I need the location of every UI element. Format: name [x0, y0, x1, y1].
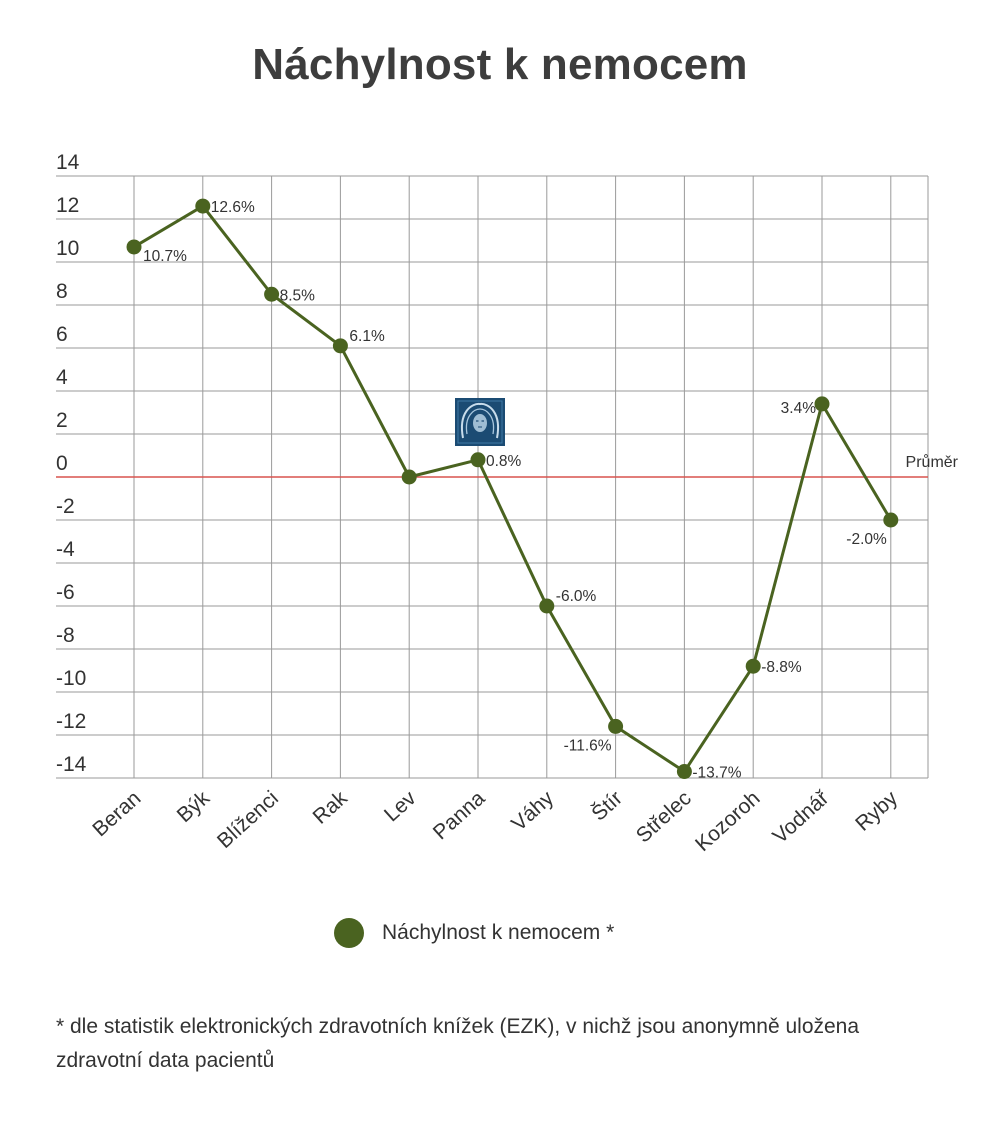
y-tick-label: -4: [56, 538, 75, 561]
y-tick-label: -14: [56, 753, 87, 776]
x-tick-label: Blíženci: [213, 787, 283, 853]
x-tick-label: Býk: [173, 786, 215, 827]
data-point: [332, 338, 348, 354]
y-tick-label: 10: [56, 237, 79, 260]
x-tick-label: Rak: [309, 786, 353, 828]
series-points: [126, 198, 899, 780]
y-tick-label: -6: [56, 581, 75, 604]
legend-label: Náchylnost k nemocem *: [382, 921, 615, 944]
x-tick-label: Panna: [429, 786, 490, 844]
data-point: [126, 239, 142, 255]
y-tick-label: 14: [56, 151, 80, 174]
x-tick-label: Váhy: [507, 786, 558, 835]
average-line-label: Průměr: [906, 453, 959, 471]
data-label: -2.0%: [846, 531, 887, 548]
data-label: -8.8%: [761, 659, 802, 676]
data-label: 10.7%: [143, 248, 187, 265]
x-tick-label: Lev: [380, 786, 421, 826]
data-label: -6.0%: [556, 588, 597, 605]
data-point: [264, 286, 280, 302]
y-tick-label: -8: [56, 624, 75, 647]
series-line: [133, 204, 893, 774]
legend: Náchylnost k nemocem *: [334, 916, 614, 950]
icon-hair-inner: [465, 408, 495, 435]
data-label: -11.6%: [564, 737, 612, 754]
chart-title: Náchylnost k nemocem: [252, 40, 748, 89]
x-tick-label: Beran: [88, 787, 145, 842]
icon-hair: [460, 402, 500, 439]
data-label: 8.5%: [280, 287, 316, 304]
data-point: [814, 396, 830, 412]
data-label: 12.6%: [211, 199, 255, 216]
data-label: 0.8%: [486, 453, 522, 470]
legend-marker: [334, 918, 364, 948]
icon-frame: [457, 400, 503, 444]
y-tick-label: 2: [56, 409, 68, 432]
x-tick-label: Střelec: [632, 787, 696, 848]
y-axis-ticks: 14 12 10 8 6 4 2 0 -2 -4 -6 -8 -10 -12 -14: [56, 151, 87, 776]
icon-face: [473, 414, 487, 432]
data-label: -13.7%: [692, 765, 741, 782]
data-point: [401, 469, 417, 485]
x-tick-label: Štír: [587, 787, 627, 826]
x-tick-label: Kozoroh: [691, 787, 765, 856]
data-point: [883, 512, 899, 528]
x-tick-label: Vodnář: [768, 786, 834, 848]
y-tick-label: -2: [56, 495, 75, 518]
y-tick-label: 4: [56, 366, 68, 389]
data-point: [195, 198, 211, 214]
footnote: * dle statistik elektronických zdravotní…: [56, 1015, 860, 1072]
y-tick-label: 12: [56, 194, 79, 217]
x-tick-label: Ryby: [851, 786, 902, 835]
data-point: [539, 598, 555, 614]
series-path: [133, 204, 893, 774]
data-point: [745, 658, 761, 674]
data-point: [470, 452, 486, 468]
data-label: 3.4%: [781, 400, 817, 417]
y-tick-label: -12: [56, 710, 86, 733]
data-label: 6.1%: [349, 328, 385, 345]
data-labels: 10.7% 12.6% 8.5% 6.1% 0.8% -6.0% -11.6% -13.7% -…: [143, 199, 887, 781]
average-reference-line: Průměr: [56, 453, 959, 478]
y-tick-label: 8: [56, 280, 68, 303]
line-chart: 14 12 10 8 6 4 2 0 -2 -4 -6 -8 -10 -12 -14 Beran BýkBlí…: [56, 151, 959, 856]
y-tick-label: -10: [56, 667, 86, 690]
data-point: [676, 764, 692, 780]
y-tick-label: 0: [56, 452, 68, 475]
y-tick-label: 6: [56, 323, 68, 346]
virgo-face-icon: [455, 398, 505, 446]
data-point: [608, 718, 624, 734]
